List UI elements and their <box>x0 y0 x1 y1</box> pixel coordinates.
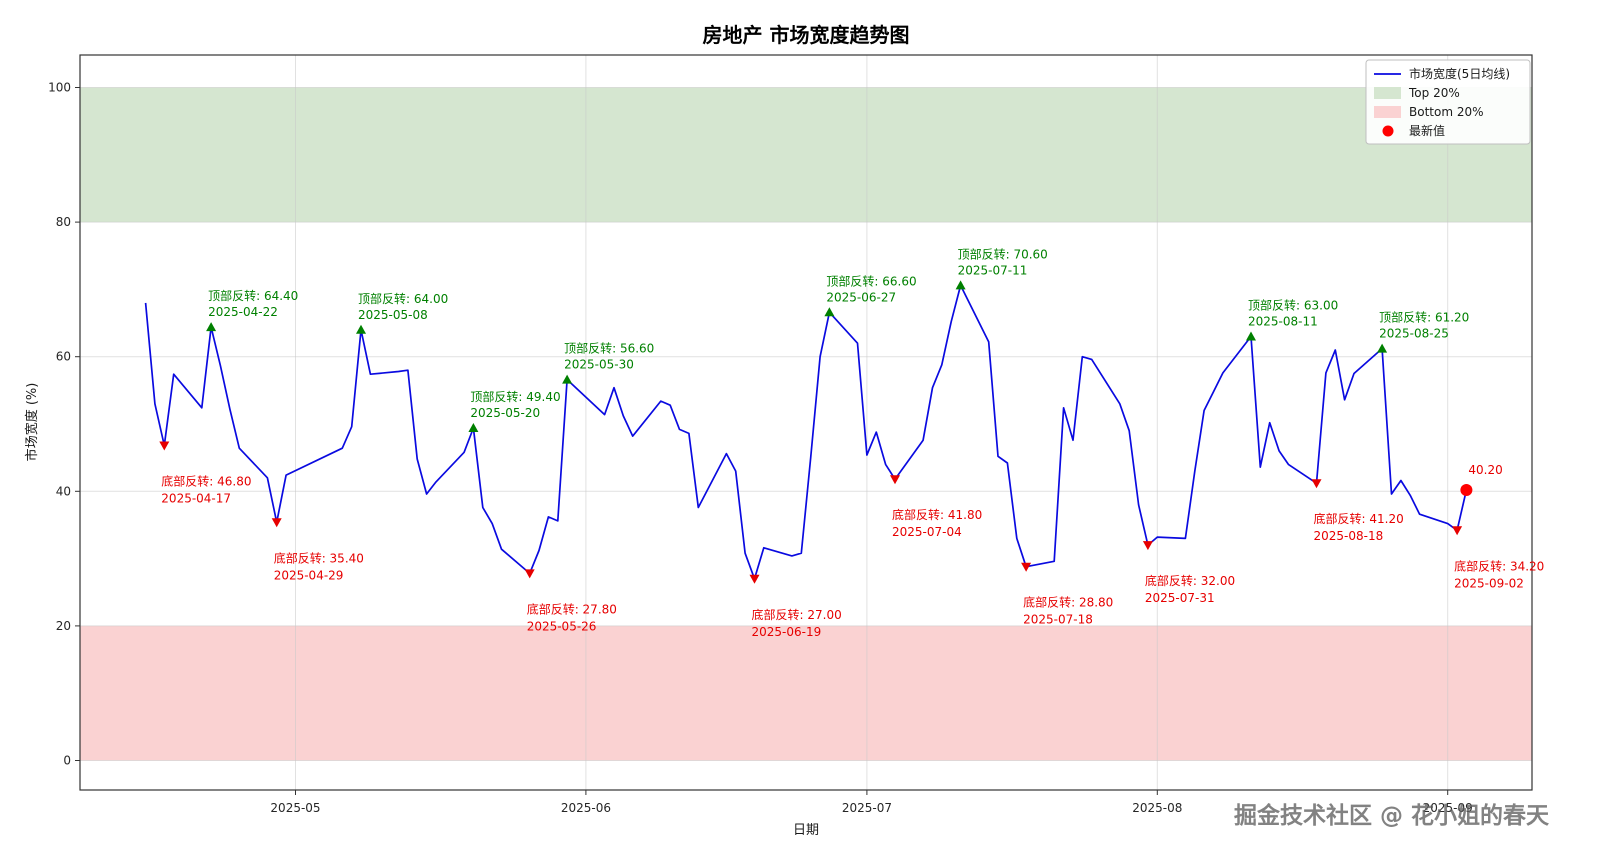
annotation-bottom-text: 底部反转: 35.40 <box>274 550 364 565</box>
bottom-reversal-triangle-icon <box>890 475 900 485</box>
annotation-bottom-date: 2025-07-31 <box>1145 591 1215 605</box>
legend-label-bottom-band: Bottom 20% <box>1409 105 1484 119</box>
x-tick-label: 2025-09 <box>1423 801 1473 815</box>
bottom-reversal-triangle-icon <box>1021 562 1032 572</box>
annotation-top-date: 2025-05-20 <box>470 406 540 420</box>
bottom-reversal-triangle-icon <box>159 441 170 451</box>
x-tick-label: 2025-06 <box>561 801 611 815</box>
annotation-bottom-text: 底部反转: 34.20 <box>1454 558 1544 573</box>
top-reversal-triangle-icon <box>955 280 966 290</box>
annotation-top-text: 顶部反转: 61.20 <box>1379 310 1469 325</box>
y-tick-label: 80 <box>56 215 71 229</box>
y-tick-label: 100 <box>48 81 71 95</box>
top-reversal-triangle-icon <box>824 307 835 317</box>
y-tick-label: 40 <box>56 484 71 498</box>
legend-label-top-band: Top 20% <box>1408 86 1460 100</box>
legend-box <box>1365 59 1531 145</box>
top-reversal-triangle-icon <box>206 322 217 332</box>
bottom-reversal-triangle-icon <box>749 574 760 584</box>
annotation-top-date: 2025-07-11 <box>958 263 1028 277</box>
annotation-top-date: 2025-05-30 <box>564 358 634 372</box>
latest-value-dot <box>1460 484 1473 496</box>
annotation-top-text: 顶部反转: 49.40 <box>470 389 560 404</box>
annotation-bottom-text: 底部反转: 28.80 <box>1023 595 1113 610</box>
top-reversal-triangle-icon <box>1246 331 1256 341</box>
x-tick-label: 2025-05 <box>270 801 320 815</box>
watermark: 掘金技术社区 @ 花小姐的春天 <box>1234 802 1550 829</box>
plot-frame <box>79 54 1533 791</box>
top-band <box>80 87 1532 223</box>
annotation-bottom-text: 底部反转: 32.00 <box>1145 573 1235 588</box>
chart-plot-area: 0 20 40 60 80 100 2025-05 2025-06 2025-07 2025-08… <box>48 54 1544 815</box>
latest-value-label: 40.20 <box>1468 463 1502 477</box>
annotation-top-date: 2025-08-11 <box>1248 315 1318 329</box>
y-tick-label: 0 <box>63 754 71 768</box>
bottom-reversal-triangle-icon <box>271 518 282 528</box>
annotation-bottom-date: 2025-04-29 <box>274 568 344 582</box>
annotation-top-text: 顶部反转: 64.00 <box>358 291 448 306</box>
top-reversal-triangle-icon <box>562 374 573 384</box>
annotation-bottom-text: 底部反转: 27.00 <box>752 607 842 622</box>
bottom-band <box>80 625 1532 761</box>
annotation-top-text: 顶部反转: 63.00 <box>1248 298 1338 313</box>
annotation-top-text: 顶部反转: 56.60 <box>564 341 654 356</box>
x-axis-label: 日期 <box>793 823 819 838</box>
legend-latest-dot-swatch <box>1382 125 1394 137</box>
annotation-top-date: 2025-06-27 <box>826 290 896 304</box>
annotation-bottom-date: 2025-07-04 <box>892 525 962 539</box>
annotation-top-date: 2025-04-22 <box>208 305 278 319</box>
y-axis-label: 市场宽度 (%) <box>24 383 40 462</box>
y-tick-label: 60 <box>56 350 71 364</box>
x-tick-label: 2025-07 <box>842 801 892 815</box>
annotation-bottom-text: 底部反转: 41.20 <box>1314 511 1404 526</box>
annotation-top-text: 顶部反转: 64.40 <box>208 288 298 303</box>
annotation-bottom-date: 2025-04-17 <box>161 492 231 506</box>
bottom-reversal-triangle-icon <box>1142 541 1153 551</box>
annotation-bottom-date: 2025-09-02 <box>1454 576 1524 590</box>
legend-label-latest: 最新值 <box>1409 123 1445 138</box>
annotation-bottom-date: 2025-05-26 <box>527 619 597 633</box>
top-reversal-triangle-icon <box>468 423 479 432</box>
annotation-top-text: 顶部反转: 66.60 <box>826 273 916 288</box>
legend-label-line: 市场宽度(5日均线) <box>1409 66 1510 81</box>
bottom-reversal-triangle-icon <box>1452 526 1463 536</box>
x-tick-label: 2025-08 <box>1132 801 1182 815</box>
annotation-top-date: 2025-08-25 <box>1379 327 1449 341</box>
legend-top-band-swatch <box>1374 87 1401 99</box>
series-line <box>144 284 1468 580</box>
bottom-reversal-triangle-icon <box>1311 479 1322 489</box>
y-tick-label: 20 <box>56 619 71 633</box>
top-reversal-triangle-icon <box>1377 343 1388 353</box>
annotation-top-date: 2025-05-08 <box>358 308 428 322</box>
annotation-bottom-text: 底部反转: 41.80 <box>892 507 982 522</box>
legend-bottom-band-swatch <box>1374 106 1401 118</box>
legend: 市场宽度(5日均线) Top 20% Bottom 20% 最新值 <box>1365 59 1531 145</box>
annotation-bottom-text: 底部反转: 27.80 <box>527 601 617 616</box>
chart-title: 房地产 市场宽度趋势图 <box>703 23 910 47</box>
annotation-bottom-date: 2025-07-18 <box>1023 613 1093 627</box>
bottom-reversal-triangle-icon <box>524 569 535 579</box>
annotation-top-text: 顶部反转: 70.60 <box>958 246 1048 261</box>
top-reversal-triangle-icon <box>356 324 366 334</box>
annotation-bottom-date: 2025-06-19 <box>752 625 822 639</box>
annotation-bottom-text: 底部反转: 46.80 <box>161 474 251 489</box>
annotation-bottom-date: 2025-08-18 <box>1314 529 1384 543</box>
